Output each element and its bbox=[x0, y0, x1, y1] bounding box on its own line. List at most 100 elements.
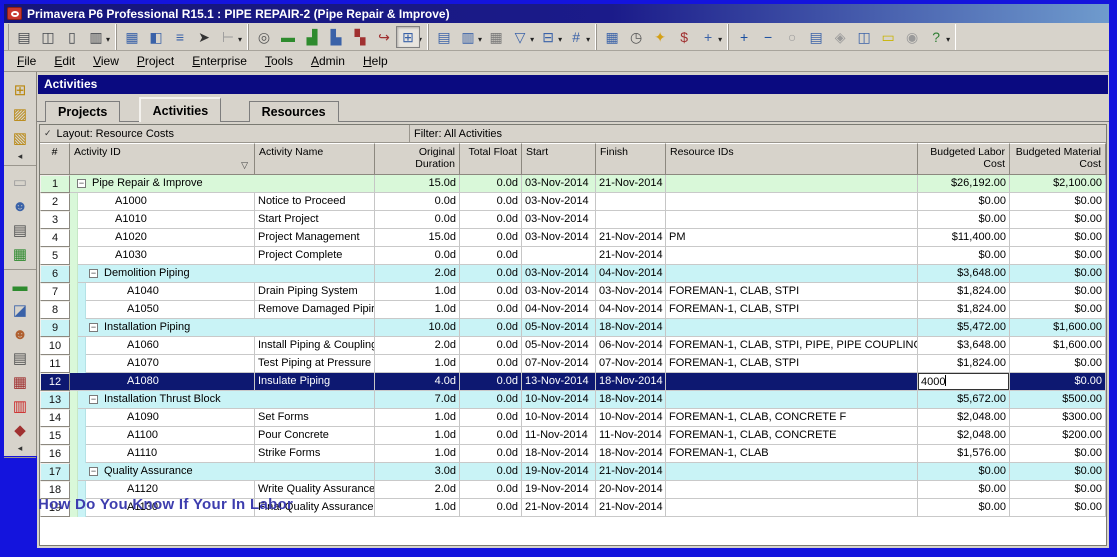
cell-activity-id[interactable]: A1100 bbox=[70, 427, 255, 445]
column-header-budgeted-material-cost[interactable]: Budgeted Material Cost bbox=[1010, 143, 1106, 175]
cell-budgeted-labor-cost[interactable]: $0.00 bbox=[918, 481, 1010, 499]
cell-start[interactable]: 03-Nov-2014 bbox=[522, 211, 596, 229]
cell-start[interactable]: 07-Nov-2014 bbox=[522, 355, 596, 373]
tab-projects[interactable]: Projects bbox=[45, 101, 121, 122]
budgeted-labor-cost-editor[interactable]: 4000 bbox=[918, 373, 1009, 390]
column-header-row-number[interactable]: # bbox=[40, 143, 70, 175]
new-project-icon[interactable]: ⊞ bbox=[13, 81, 27, 99]
cell-start[interactable]: 21-Nov-2014 bbox=[522, 499, 596, 517]
cell-activity-id[interactable]: A1050 bbox=[70, 301, 255, 319]
cell-budgeted-labor-cost[interactable]: $3,648.00 bbox=[918, 337, 1010, 355]
columns-dropdown-icon[interactable]: ▾ bbox=[478, 35, 483, 44]
cell-budgeted-labor-cost[interactable]: $0.00 bbox=[918, 499, 1010, 517]
cell-activity-name[interactable]: Final Quality Assurance bbox=[255, 499, 375, 517]
columns-icon[interactable]: ▥ bbox=[461, 28, 475, 45]
cell-original-duration[interactable]: 2.0d bbox=[375, 337, 460, 355]
layout-options-bar[interactable]: ✓ Layout: Resource Costs Filter: All Act… bbox=[40, 125, 1106, 143]
cell-activity-id[interactable]: A1000 bbox=[70, 193, 255, 211]
cell-total-float[interactable]: 0.0d bbox=[460, 193, 522, 211]
layout-options-icon[interactable]: ✓ bbox=[44, 128, 52, 138]
table-row[interactable]: 7 A1040 Drain Piping System 1.0d 0.0d 03-Nov-… bbox=[40, 283, 1106, 301]
cell-budgeted-material-cost[interactable]: $0.00 bbox=[1010, 355, 1106, 373]
cell-finish[interactable]: 21-Nov-2014 bbox=[596, 229, 666, 247]
cell-activity-id[interactable]: A1030 bbox=[70, 247, 255, 265]
cell-group-label[interactable]: − Demolition Piping bbox=[70, 265, 375, 283]
help-icon[interactable]: ? bbox=[932, 28, 941, 45]
activity-network-icon[interactable]: ⊞ bbox=[396, 25, 421, 48]
cell-budgeted-labor-cost[interactable]: $5,472.00 bbox=[918, 319, 1010, 337]
schedule-icon[interactable]: ◷ bbox=[630, 28, 643, 45]
cell-row-number[interactable]: 18 bbox=[40, 481, 70, 499]
import-project-icon[interactable]: ▧ bbox=[12, 129, 28, 147]
column-header-finish[interactable]: Finish bbox=[596, 143, 666, 175]
table-row[interactable]: 19 A1130 Final Quality Assurance 1.0d 0.0d 21… bbox=[40, 499, 1106, 517]
table-row[interactable]: 10 A1060 Install Piping & Coupling: 2.0d 0.0… bbox=[40, 337, 1106, 355]
cell-budgeted-material-cost[interactable]: $0.00 bbox=[1010, 193, 1106, 211]
cell-start[interactable]: 04-Nov-2014 bbox=[522, 301, 596, 319]
column-header-total-float[interactable]: Total Float bbox=[460, 143, 522, 175]
cell-budgeted-material-cost[interactable]: $0.00 bbox=[1010, 481, 1106, 499]
activities-window-icon[interactable]: ◪ bbox=[12, 301, 28, 319]
cell-row-number[interactable]: 6 bbox=[40, 265, 70, 283]
cell-finish[interactable]: 20-Nov-2014 bbox=[596, 481, 666, 499]
collapse-bar-2-icon[interactable]: ◂ bbox=[17, 442, 23, 453]
cell-finish[interactable]: 03-Nov-2014 bbox=[596, 283, 666, 301]
wbs-window-icon[interactable]: ▬ bbox=[12, 277, 28, 295]
table-row[interactable]: 9− Installation Piping 10.0d 0.0d 05-Nov-201… bbox=[40, 319, 1106, 337]
cell-finish[interactable]: 18-Nov-2014 bbox=[596, 391, 666, 409]
cell-activity-id[interactable]: A1120 bbox=[70, 481, 255, 499]
cell-original-duration[interactable]: 4.0d bbox=[375, 373, 460, 391]
cell-row-number[interactable]: 14 bbox=[40, 409, 70, 427]
cell-activity-id[interactable]: A1130 bbox=[70, 499, 255, 517]
column-header-activity-id[interactable]: Activity ID ▽ bbox=[70, 143, 255, 175]
cell-resource-ids[interactable] bbox=[666, 247, 918, 265]
global-change-icon[interactable]: ✦ bbox=[654, 28, 666, 45]
cell-original-duration[interactable]: 1.0d bbox=[375, 355, 460, 373]
cell-row-number[interactable]: 12 bbox=[40, 373, 70, 391]
cell-resource-ids[interactable] bbox=[666, 175, 918, 193]
cell-start[interactable]: 10-Nov-2014 bbox=[522, 391, 596, 409]
cell-activity-name[interactable]: Insulate Piping bbox=[255, 373, 375, 391]
cell-budgeted-material-cost[interactable]: $0.00 bbox=[1010, 247, 1106, 265]
table-row[interactable]: 15 A1100 Pour Concrete 1.0d 0.0d 11-Nov-2014 1… bbox=[40, 427, 1106, 445]
menu-edit[interactable]: Edit bbox=[54, 54, 76, 68]
collapse-icon[interactable]: − bbox=[89, 267, 98, 278]
assign-resources-dropdown-icon[interactable]: ▾ bbox=[718, 35, 723, 44]
collapse-icon[interactable]: − bbox=[89, 465, 98, 476]
collapse-icon[interactable]: − bbox=[89, 393, 98, 404]
tab-resources[interactable]: Resources bbox=[248, 101, 339, 122]
print-setup-dropdown-icon[interactable]: ▾ bbox=[106, 35, 111, 44]
thresholds-window-icon[interactable]: ▥ bbox=[12, 397, 28, 415]
cell-activity-id[interactable]: A1020 bbox=[70, 229, 255, 247]
resource-spreadsheet-icon[interactable]: ▦ bbox=[605, 28, 619, 45]
group-band-icon[interactable]: ≡ bbox=[175, 28, 185, 45]
cell-resource-ids[interactable] bbox=[666, 463, 918, 481]
cell-total-float[interactable]: 0.0d bbox=[460, 229, 522, 247]
cell-budgeted-labor-cost[interactable]: $26,192.00 bbox=[918, 175, 1010, 193]
filter-icon[interactable]: ▽ bbox=[514, 28, 526, 45]
cell-activity-name[interactable]: Test Piping at Pressure bbox=[255, 355, 375, 373]
cell-finish[interactable]: 04-Nov-2014 bbox=[596, 265, 666, 283]
table-row[interactable]: 17− Quality Assurance 3.0d 0.0d 19-Nov-2014 2… bbox=[40, 463, 1106, 481]
table-row[interactable]: 5 A1030 Project Complete 0.0d 0.0d 21-Nov-201… bbox=[40, 247, 1106, 265]
cell-resource-ids[interactable] bbox=[666, 391, 918, 409]
cell-group-label[interactable]: − Installation Piping bbox=[70, 319, 375, 337]
horizontal-split-icon[interactable]: ▤ bbox=[809, 28, 823, 45]
group-and-sort-icon[interactable]: ⊟ bbox=[542, 28, 554, 45]
cell-total-float[interactable]: 0.0d bbox=[460, 463, 522, 481]
cell-activity-name[interactable]: Notice to Proceed bbox=[255, 193, 375, 211]
cell-row-number[interactable]: 3 bbox=[40, 211, 70, 229]
cell-resource-ids[interactable] bbox=[666, 193, 918, 211]
cell-start[interactable] bbox=[522, 247, 596, 265]
cell-finish[interactable]: 18-Nov-2014 bbox=[596, 319, 666, 337]
cell-budgeted-labor-cost[interactable]: 4000 bbox=[918, 373, 1010, 391]
cell-total-float[interactable]: 0.0d bbox=[460, 427, 522, 445]
cell-budgeted-labor-cost[interactable]: $11,400.00 bbox=[918, 229, 1010, 247]
column-header-original-duration[interactable]: Original Duration bbox=[375, 143, 460, 175]
cell-row-number[interactable]: 8 bbox=[40, 301, 70, 319]
cell-total-float[interactable]: 0.0d bbox=[460, 445, 522, 463]
table-row[interactable]: 12 A1080 Insulate Piping 4.0d 0.0d 13-Nov-201… bbox=[40, 373, 1106, 391]
cell-row-number[interactable]: 1 bbox=[40, 175, 70, 193]
cell-budgeted-material-cost[interactable]: $500.00 bbox=[1010, 391, 1106, 409]
cell-resource-ids[interactable]: FOREMAN-1, CLAB, STPI bbox=[666, 283, 918, 301]
